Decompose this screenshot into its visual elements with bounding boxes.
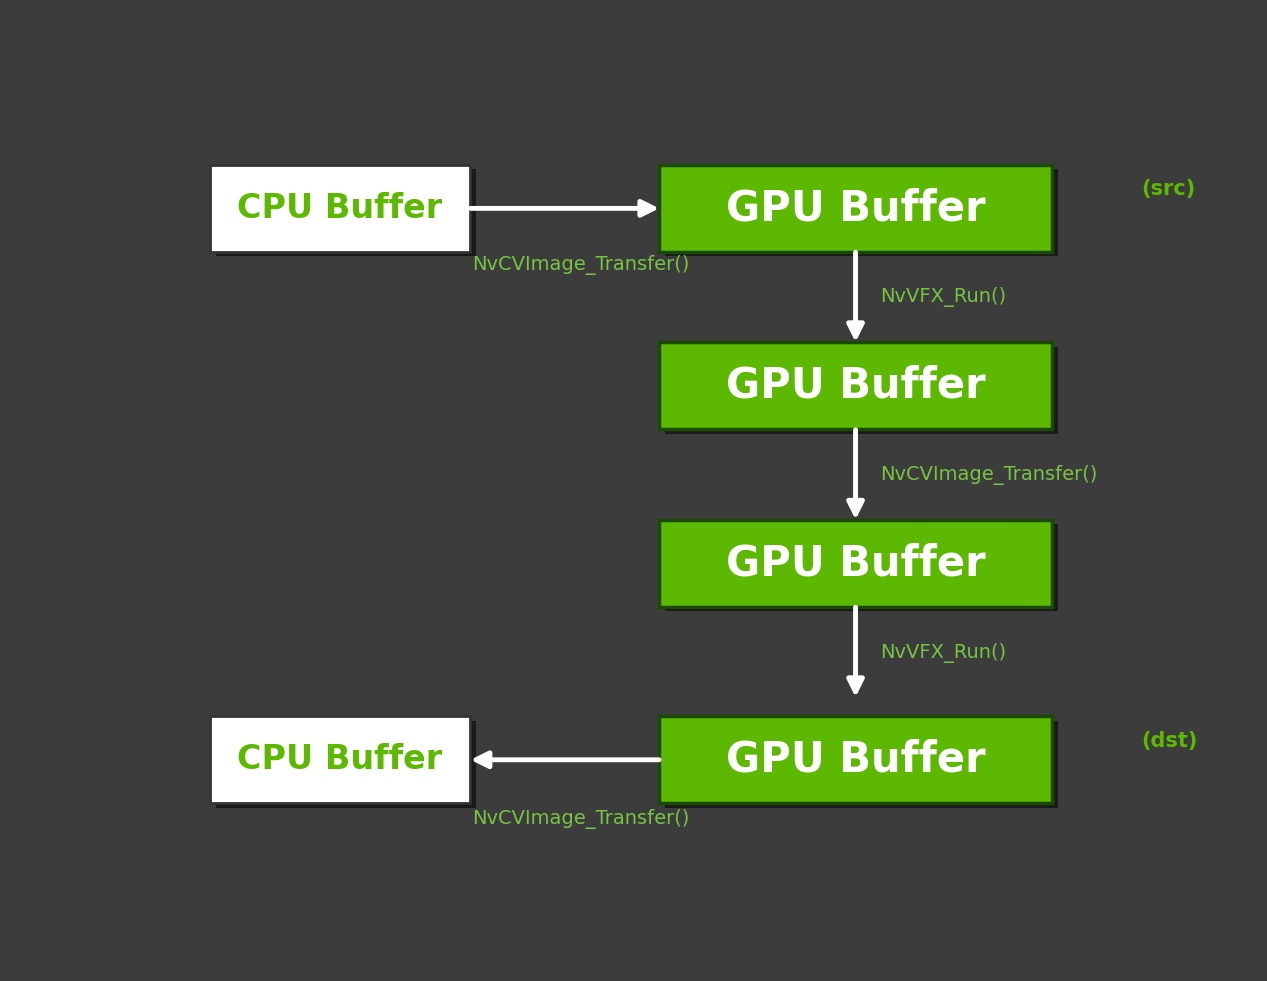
FancyBboxPatch shape <box>659 716 1052 803</box>
Text: GPU Buffer: GPU Buffer <box>726 365 986 407</box>
Text: GPU Buffer: GPU Buffer <box>726 542 986 585</box>
Text: CPU Buffer: CPU Buffer <box>237 192 442 225</box>
Text: NvCVImage_Transfer(): NvCVImage_Transfer() <box>473 808 691 829</box>
FancyBboxPatch shape <box>659 342 1052 430</box>
Text: NvCVImage_Transfer(): NvCVImage_Transfer() <box>881 465 1097 485</box>
Text: CPU Buffer: CPU Buffer <box>237 744 442 776</box>
FancyBboxPatch shape <box>215 170 476 256</box>
Text: GPU Buffer: GPU Buffer <box>726 187 986 230</box>
FancyBboxPatch shape <box>665 347 1058 434</box>
Text: NvCVImage_Transfer(): NvCVImage_Transfer() <box>473 255 691 275</box>
FancyBboxPatch shape <box>665 721 1058 807</box>
Text: GPU Buffer: GPU Buffer <box>726 739 986 781</box>
FancyBboxPatch shape <box>210 716 470 803</box>
Text: (dst): (dst) <box>1142 731 1197 750</box>
FancyBboxPatch shape <box>659 520 1052 607</box>
Text: NvVFX_Run(): NvVFX_Run() <box>881 287 1006 307</box>
Text: (src): (src) <box>1142 180 1196 199</box>
Text: NvVFX_Run(): NvVFX_Run() <box>881 643 1006 662</box>
FancyBboxPatch shape <box>665 170 1058 256</box>
FancyBboxPatch shape <box>210 165 470 252</box>
FancyBboxPatch shape <box>659 165 1052 252</box>
FancyBboxPatch shape <box>665 525 1058 611</box>
FancyBboxPatch shape <box>215 721 476 807</box>
